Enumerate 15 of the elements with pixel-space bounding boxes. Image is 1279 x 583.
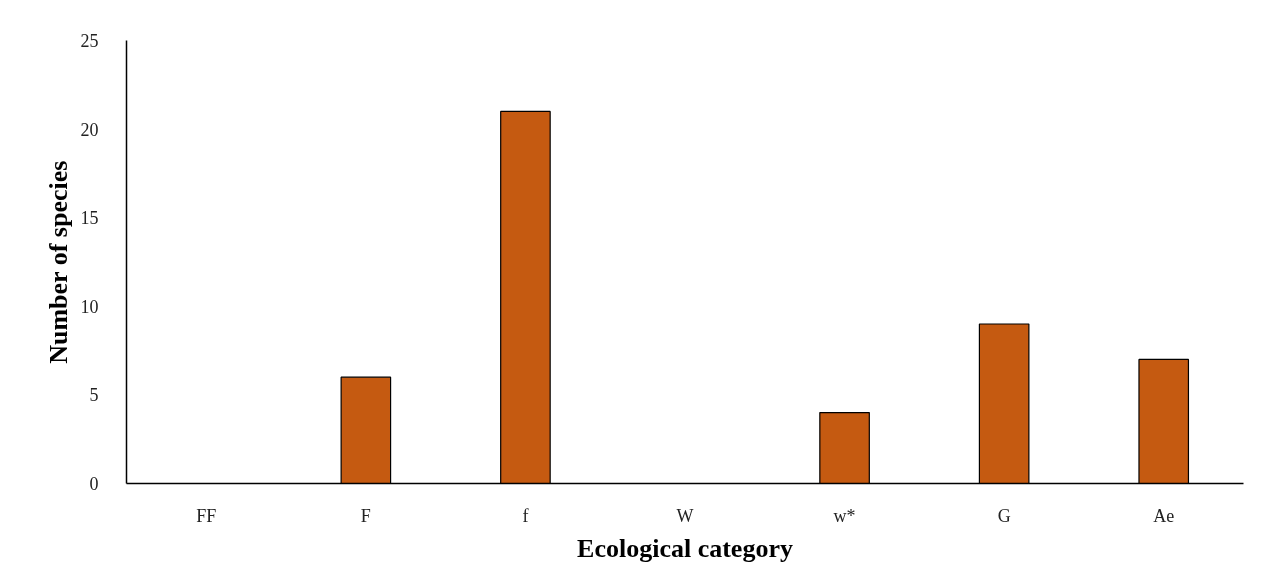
x-tick-label: FF: [196, 505, 217, 526]
y-tick-label: 5: [89, 385, 99, 406]
y-tick-label: 10: [80, 296, 99, 317]
x-tick-label: w*: [833, 505, 856, 526]
x-tick-label: Ae: [1153, 505, 1175, 526]
x-tick-label: G: [997, 505, 1011, 526]
y-tick-label: 25: [80, 31, 99, 51]
y-tick-label: 15: [80, 208, 99, 229]
x-tick-label: W: [676, 505, 694, 526]
y-axis-title: Number of species: [43, 160, 73, 364]
y-tick-label: 20: [80, 119, 99, 140]
x-axis-title: Ecological category: [577, 533, 793, 563]
y-tick-label: 0: [89, 474, 99, 494]
x-tick-label: F: [360, 505, 371, 526]
x-tick-label: f: [522, 505, 529, 526]
